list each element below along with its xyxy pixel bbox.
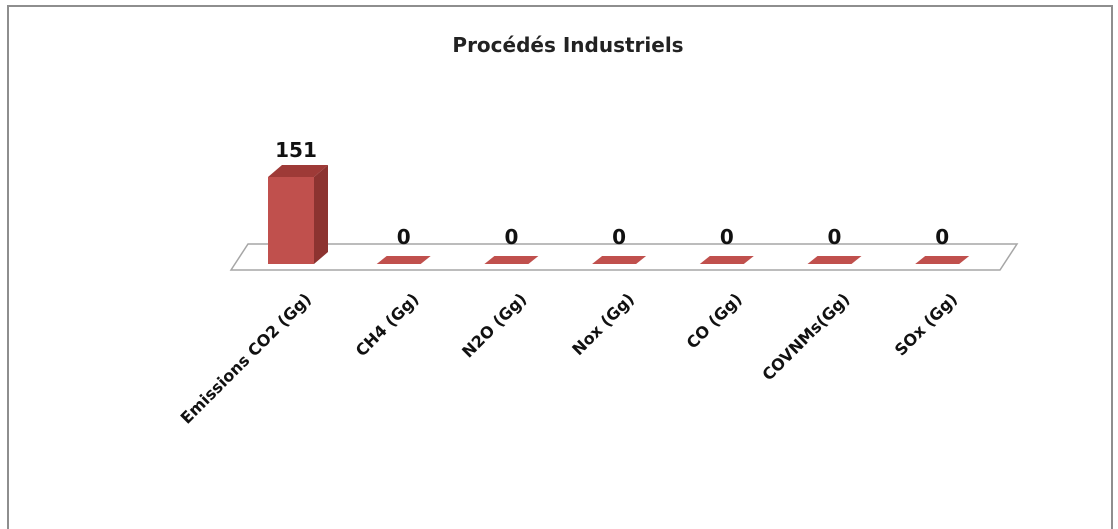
chart-border [7,5,1113,529]
data-label-5: 0 [828,225,842,249]
data-label-2: 0 [504,225,518,249]
data-label-6: 0 [935,225,949,249]
category-label-2: N2O (Gg) [458,289,530,361]
category-label-1: CH4 (Gg) [352,289,423,360]
bar-front-0 [268,177,314,264]
data-label-4: 0 [720,225,734,249]
bar-flat-6 [915,256,970,264]
bars-layer [268,165,970,264]
data-label-0: 151 [275,138,317,162]
category-label-5: COVNMs(Gg) [758,289,853,384]
bar-flat-2 [484,256,539,264]
bar-flat-3 [592,256,647,264]
bar-flat-5 [807,256,862,264]
category-label-3: Nox (Gg) [568,289,638,359]
chart-title: Procédés Industriels [452,33,683,57]
bar-flat-4 [699,256,754,264]
category-label-6: SOx (Gg) [891,289,961,359]
category-label-0: Emissions CO2 (Gg) [177,289,315,427]
bar-flat-1 [376,256,431,264]
bar-side-0 [314,165,328,264]
data-label-1: 0 [397,225,411,249]
data-label-3: 0 [612,225,626,249]
category-label-4: CO (Gg) [683,289,746,352]
bar-top-0 [268,165,328,177]
